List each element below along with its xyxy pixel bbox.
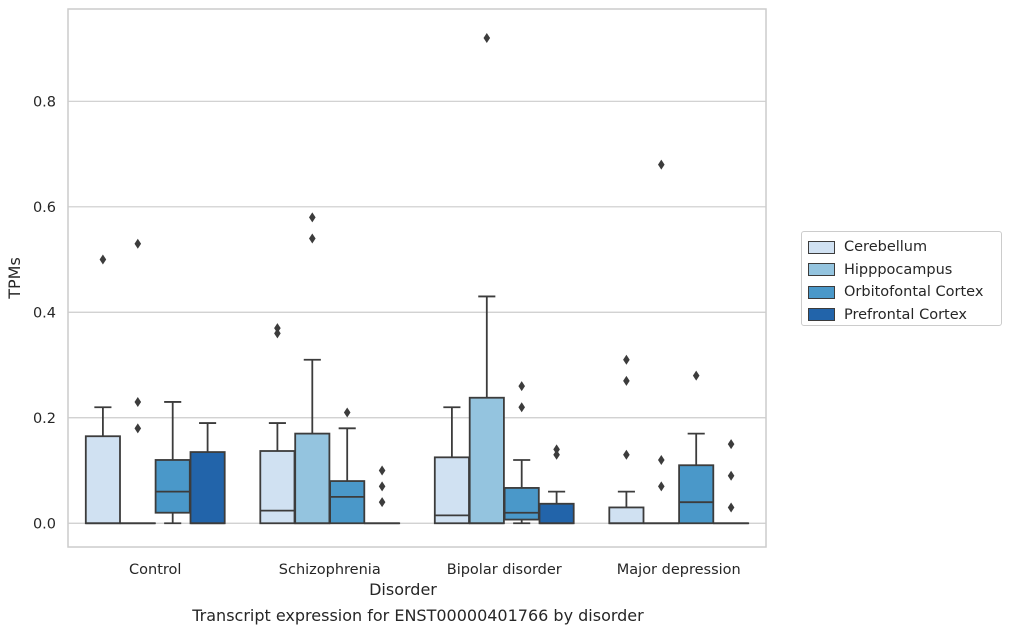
box-group bbox=[84, 254, 121, 525]
outlier-point bbox=[309, 233, 316, 244]
outlier-point bbox=[553, 444, 560, 455]
box bbox=[84, 435, 121, 525]
box-group bbox=[503, 381, 540, 525]
y-axis-label: TPMs bbox=[5, 257, 24, 300]
x-tick-labels: Control Schizophrenia Bipolar disorder Majo… bbox=[129, 562, 741, 578]
outlier-point bbox=[692, 370, 700, 381]
outlier-point bbox=[623, 375, 630, 386]
outlier-point bbox=[518, 402, 525, 413]
box-group bbox=[713, 439, 750, 525]
legend-item: Prefrontal Cortex bbox=[808, 304, 1001, 327]
outlier-point bbox=[623, 354, 630, 365]
outlier-point bbox=[378, 465, 386, 476]
outlier-point bbox=[658, 159, 665, 170]
box bbox=[189, 451, 226, 525]
box-group bbox=[433, 406, 470, 525]
y-tick-label: 0.0 bbox=[33, 516, 56, 532]
box bbox=[468, 396, 505, 525]
box-group bbox=[468, 33, 505, 525]
boxes bbox=[84, 33, 750, 525]
x-tick-label: Schizophrenia bbox=[279, 562, 381, 578]
plot-frame bbox=[67, 8, 767, 548]
legend-swatch bbox=[808, 240, 835, 254]
x-axis-label: Disorder bbox=[369, 580, 437, 599]
outlier-point bbox=[134, 423, 142, 434]
outlier-point bbox=[727, 470, 735, 481]
x-tick-label: Major depression bbox=[617, 562, 741, 578]
legend-label: Cerebellum bbox=[844, 239, 928, 256]
box bbox=[154, 459, 191, 514]
legend-swatch bbox=[808, 263, 835, 277]
legend-item: Cerebellum bbox=[808, 236, 1001, 259]
outlier-point bbox=[309, 212, 316, 223]
outlier-point bbox=[553, 449, 560, 460]
outlier-point bbox=[518, 381, 525, 392]
outlier-point bbox=[134, 238, 142, 249]
box bbox=[608, 506, 645, 525]
legend-swatch bbox=[808, 285, 835, 299]
y-tick-label: 0.6 bbox=[33, 200, 56, 216]
outlier-point bbox=[727, 502, 735, 513]
y-tick-label: 0.4 bbox=[33, 305, 56, 321]
legend: Cerebellum Hipppocampus Orbitofontal Corte… bbox=[801, 231, 1002, 326]
outlier-point bbox=[483, 33, 491, 44]
outlier-point bbox=[658, 454, 665, 465]
outlier-point bbox=[343, 407, 351, 418]
box bbox=[503, 487, 540, 521]
box bbox=[433, 456, 470, 525]
outlier-point bbox=[134, 396, 142, 407]
legend-label: Orbitofontal Cortex bbox=[844, 284, 984, 301]
x-tick-label: Bipolar disorder bbox=[447, 562, 562, 578]
legend-item: Hipppocampus bbox=[808, 259, 1001, 282]
x-tick-label: Control bbox=[129, 562, 181, 578]
box-group bbox=[259, 323, 296, 525]
outlier-point bbox=[99, 254, 107, 265]
box-group bbox=[364, 465, 401, 525]
y-tick-label: 0.8 bbox=[33, 94, 56, 110]
box-group bbox=[643, 159, 680, 525]
outlier-point bbox=[727, 439, 735, 450]
outlier-point bbox=[378, 497, 386, 508]
outlier-point bbox=[623, 449, 630, 460]
box-group bbox=[678, 370, 715, 525]
outlier-point bbox=[378, 481, 386, 492]
legend-swatch bbox=[808, 308, 835, 322]
box-group bbox=[189, 422, 226, 525]
box bbox=[678, 464, 715, 525]
box-group bbox=[538, 444, 575, 525]
box-group bbox=[608, 354, 645, 525]
chart-caption: Transcript expression for ENST0000040176… bbox=[192, 606, 644, 625]
box-group bbox=[119, 238, 156, 525]
box-group bbox=[294, 212, 331, 525]
legend-label: Prefrontal Cortex bbox=[844, 306, 967, 323]
box bbox=[538, 502, 575, 525]
box-group bbox=[329, 407, 366, 525]
legend-item: Orbitofontal Cortex bbox=[808, 281, 1001, 304]
box bbox=[259, 450, 296, 525]
outlier-point bbox=[274, 328, 281, 339]
box bbox=[329, 480, 366, 525]
outlier-point bbox=[658, 481, 665, 492]
box bbox=[294, 432, 331, 525]
legend-label: Hipppocampus bbox=[844, 261, 953, 278]
y-tick-labels: 0.0 0.2 0.4 0.6 0.8 bbox=[33, 94, 56, 532]
outlier-point bbox=[274, 323, 281, 334]
y-tick-label: 0.2 bbox=[33, 411, 56, 427]
box-group bbox=[154, 401, 191, 525]
